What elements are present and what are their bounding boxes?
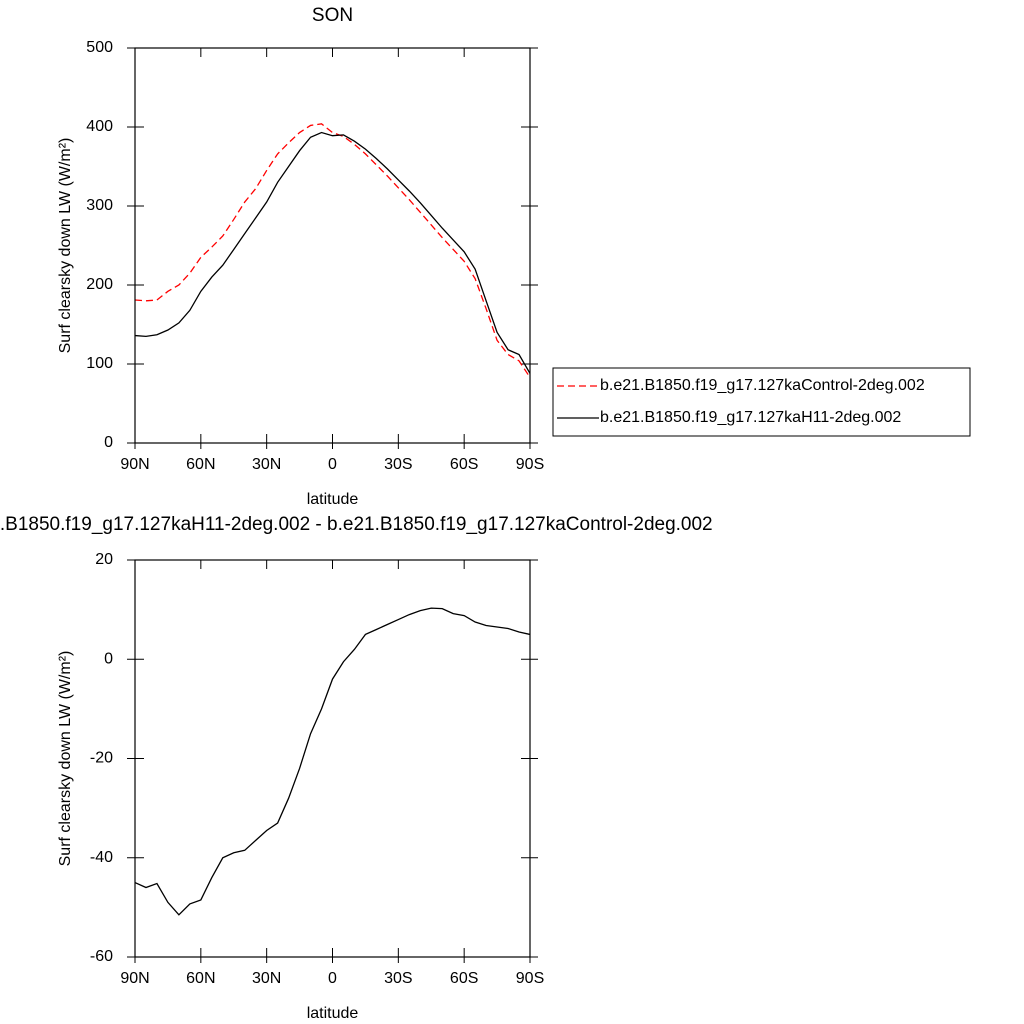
y-tick-label: 0	[104, 650, 113, 667]
y-axis-label: Surf clearsky down LW (W/m²)	[57, 651, 74, 867]
y-axis-label: Surf clearsky down LW (W/m²)	[57, 138, 74, 354]
x-tick-label: 60N	[186, 970, 215, 987]
y-tick-label: -20	[90, 750, 113, 767]
x-tick-label: 30S	[384, 970, 412, 987]
x-tick-label: 60S	[450, 970, 478, 987]
y-tick-label: 200	[86, 276, 113, 293]
x-axis-label: latitude	[307, 1005, 359, 1022]
chart-title: b.e21.B1850.f19_g17.127kaH11-2deg.002 - …	[0, 514, 713, 535]
y-tick-label: 400	[86, 118, 113, 135]
x-tick-label: 30N	[252, 970, 281, 987]
y-tick-label: 300	[86, 197, 113, 214]
legend-label: b.e21.B1850.f19_g17.127kaControl-2deg.00…	[600, 377, 925, 394]
chart-title: SON	[312, 5, 353, 26]
y-tick-label: -60	[90, 948, 113, 965]
x-tick-label: 30N	[252, 456, 281, 473]
x-tick-label: 90S	[516, 456, 544, 473]
legend-box	[552, 367, 971, 437]
x-tick-label: 30S	[384, 456, 412, 473]
y-tick-label: 0	[104, 434, 113, 451]
data-line	[134, 123, 531, 378]
plot-frame	[134, 559, 531, 958]
legend-label: b.e21.B1850.f19_g17.127kaH11-2deg.002	[600, 409, 901, 426]
x-tick-label: 0	[328, 970, 337, 987]
x-axis-label: latitude	[307, 491, 359, 508]
plot-frame	[134, 47, 531, 444]
x-tick-label: 0	[328, 456, 337, 473]
x-tick-label: 90S	[516, 970, 544, 987]
x-tick-label: 90N	[120, 456, 149, 473]
y-tick-label: 20	[95, 551, 113, 568]
x-tick-label: 60N	[186, 456, 215, 473]
y-tick-label: 100	[86, 355, 113, 372]
data-line	[134, 131, 531, 374]
x-tick-label: 60S	[450, 456, 478, 473]
x-tick-label: 90N	[120, 970, 149, 987]
y-tick-label: 500	[86, 39, 113, 56]
y-tick-label: -40	[90, 849, 113, 866]
data-line	[134, 607, 531, 916]
